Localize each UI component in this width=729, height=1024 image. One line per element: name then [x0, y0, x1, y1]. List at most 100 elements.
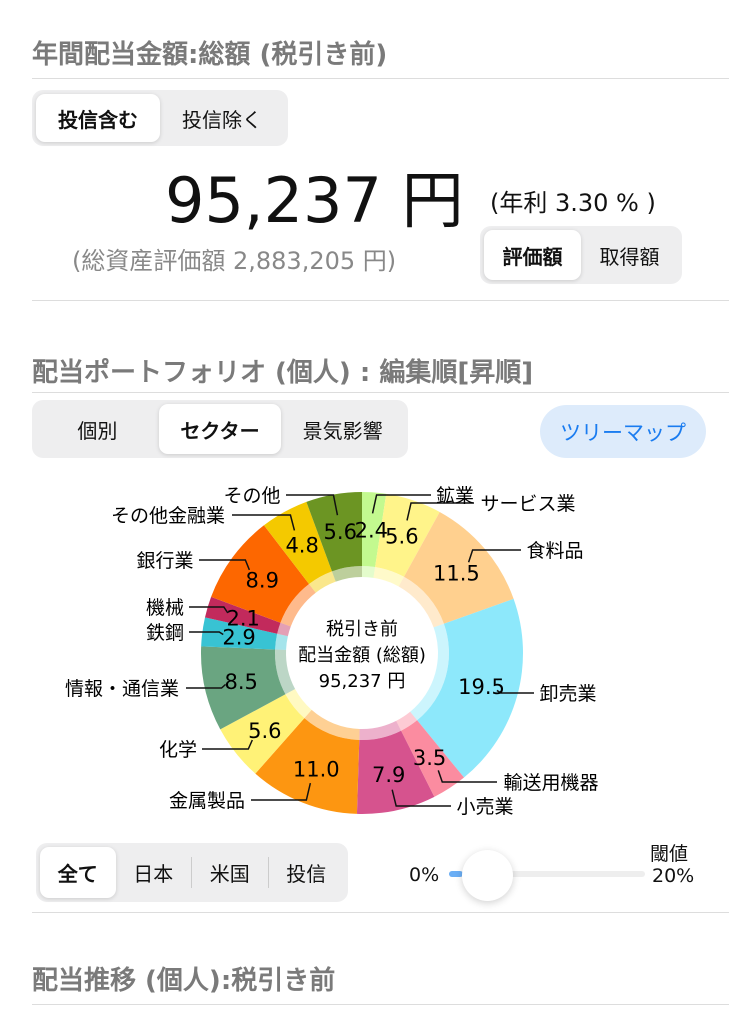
slice-12[interactable] [263, 501, 332, 584]
category-label: 食料品 [526, 540, 583, 562]
fund-toggle-include[interactable]: 投信含む [36, 94, 160, 142]
value-label: 11.5 [433, 562, 480, 586]
category-label: 鉱業 [436, 485, 474, 507]
view-toggle-individual[interactable]: 個別 [77, 418, 118, 443]
value-label: 2.4 [355, 518, 388, 542]
value-label: 5.6 [324, 520, 357, 544]
fund-toggle-exclude[interactable]: 投信除く [182, 107, 262, 132]
basis-toggle: 評価額 取得額 [480, 226, 682, 284]
slice-10[interactable] [205, 596, 281, 634]
slice-11[interactable] [211, 525, 310, 623]
center-label-line2: 配当金額 (総額) [298, 645, 426, 666]
threshold-max-label: 20% [652, 865, 695, 887]
slice-inner-ring-13 [331, 566, 362, 582]
slice-8[interactable] [201, 646, 286, 730]
leader-line [437, 770, 497, 783]
value-label: 3.5 [413, 746, 446, 770]
slice-0[interactable] [362, 492, 387, 567]
view-toggle-sector[interactable]: セクター [158, 404, 282, 454]
value-label: 8.9 [246, 568, 279, 592]
leader-line [199, 559, 251, 571]
slice-inner-ring-6 [304, 709, 360, 740]
slice-6[interactable] [255, 718, 360, 814]
leader-line [202, 739, 253, 750]
slice-inner-ring-10 [277, 622, 291, 637]
category-label: その他 [223, 485, 280, 507]
threshold-slider-track[interactable] [449, 871, 645, 877]
region-toggle-all[interactable]: 全て [40, 847, 116, 898]
leader-line [467, 549, 521, 563]
category-label: その他金融業 [111, 505, 225, 527]
slice-4[interactable] [401, 720, 465, 797]
threshold-slider-fill [449, 871, 463, 877]
value-label: 4.8 [285, 533, 318, 557]
slice-9[interactable] [201, 617, 278, 650]
dividend-amount: 95,237 円 [165, 164, 464, 237]
value-label: 5.6 [248, 719, 281, 743]
value-label: 19.5 [458, 675, 505, 699]
region-toggle-japan[interactable]: 日本 [133, 862, 174, 886]
trend-title: 配当推移 (個人):税引き前 [32, 966, 336, 996]
leader-line [391, 789, 451, 807]
divider [32, 300, 729, 301]
category-label: 情報・通信業 [65, 678, 179, 700]
divider [32, 912, 729, 913]
slice-inner-ring-12 [309, 571, 336, 593]
divider [32, 392, 729, 393]
leader-line [496, 689, 534, 694]
region-toggle-us[interactable]: 米国 [209, 862, 250, 886]
threshold-min-label: 0% [409, 864, 440, 886]
slice-inner-ring-11 [280, 583, 316, 627]
view-toggle-economy[interactable]: 景気影響 [302, 418, 383, 443]
value-label: 7.9 [372, 763, 405, 787]
value-label: 8.5 [224, 670, 257, 694]
slice-inner-ring-3 [410, 623, 449, 721]
dividend-total-title: 年間配当金額:総額 (税引き前) [32, 40, 388, 70]
leader-line [371, 494, 431, 514]
category-label: 金属製品 [169, 790, 245, 812]
category-label: 鉄鋼 [146, 622, 184, 644]
slice-inner-ring-5 [359, 720, 402, 740]
slice-inner-ring-7 [285, 689, 312, 719]
basis-toggle-valuation[interactable]: 評価額 [484, 230, 581, 280]
total-assets: (総資産評価額 2,883,205 円) [72, 247, 397, 275]
slice-2[interactable] [403, 511, 514, 624]
region-toggle: 全て 日本 米国 投信 [36, 843, 348, 902]
portfolio-title: 配当ポートフォリオ (個人) : 編集順[昇順] [32, 358, 534, 388]
treemap-button[interactable]: ツリーマップ [540, 405, 706, 458]
value-label: 2.9 [222, 626, 255, 650]
value-label: 2.1 [226, 607, 259, 631]
slice-7[interactable] [220, 694, 305, 774]
slice-inner-ring-8 [275, 649, 296, 695]
slice-inner-ring-0 [362, 566, 376, 578]
leader-line [286, 494, 339, 516]
threshold-slider-thumb[interactable] [462, 850, 513, 901]
leader-line [232, 514, 296, 531]
slice-3[interactable] [417, 598, 523, 778]
leader-line [251, 782, 312, 801]
category-label: 卸売業 [539, 683, 596, 705]
category-label: 銀行業 [136, 550, 193, 572]
threshold-label: 閾値 [650, 843, 689, 865]
dividend-yield: (年利 3.30 % ) [490, 189, 656, 217]
region-toggle-fund[interactable]: 投信 [286, 862, 327, 886]
center-label-line1: 税引き前 [326, 619, 398, 640]
fund-toggle: 投信含む 投信除く [32, 90, 288, 146]
category-label: 輸送用機器 [503, 772, 598, 794]
leader-line [186, 683, 227, 689]
divider [32, 78, 729, 79]
leader-line [189, 606, 229, 614]
slice-1[interactable] [375, 493, 440, 577]
divider [32, 1004, 729, 1005]
basis-toggle-cost[interactable]: 取得額 [599, 244, 660, 269]
view-toggle: 個別 セクター 景気影響 [32, 400, 408, 458]
slice-5[interactable] [356, 730, 435, 814]
category-label: サービス業 [480, 493, 575, 515]
slice-inner-ring-1 [373, 566, 404, 587]
category-label: 化学 [159, 739, 197, 761]
slice-inner-ring-4 [396, 711, 418, 731]
category-label: 小売業 [456, 796, 513, 818]
slice-13[interactable] [306, 492, 362, 572]
center-label-line3: 95,237 円 [319, 671, 406, 692]
value-label: 11.0 [293, 757, 340, 781]
